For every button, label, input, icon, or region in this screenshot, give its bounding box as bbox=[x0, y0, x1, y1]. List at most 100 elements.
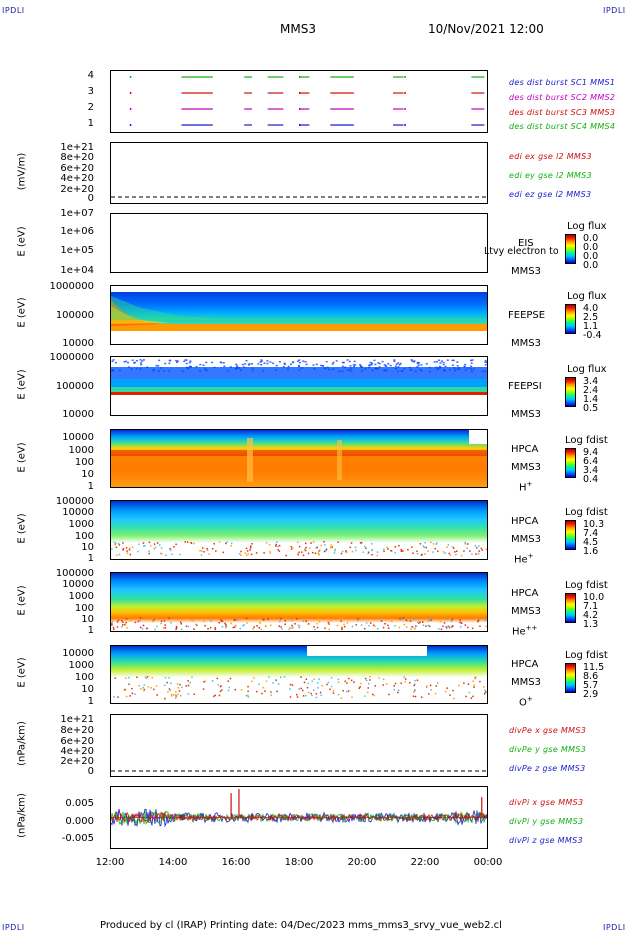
hpca-speckle bbox=[295, 618, 298, 620]
hpca-speckle bbox=[203, 551, 205, 553]
hpca-speckle bbox=[398, 626, 401, 629]
hpca-speckle bbox=[179, 621, 182, 623]
hpca-speckle bbox=[170, 682, 172, 685]
feepsi-speckle bbox=[206, 369, 209, 372]
p7-ytick: 10 bbox=[81, 542, 94, 553]
hpca-speckle bbox=[279, 620, 281, 623]
hpca-speckle bbox=[204, 625, 206, 627]
hpca-speckle bbox=[416, 550, 418, 553]
divpi-panel bbox=[110, 786, 488, 849]
p1-ytick: 2 bbox=[87, 102, 94, 113]
feepsi-speckle bbox=[326, 366, 329, 369]
hpca-speckle bbox=[378, 677, 380, 679]
feepsi-speckle bbox=[463, 365, 466, 368]
xtick-label: 00:00 bbox=[473, 857, 503, 868]
hpca-o-species: O+ bbox=[519, 695, 533, 709]
hpca-speckle bbox=[196, 624, 198, 627]
feepsi-speckle bbox=[139, 368, 142, 370]
hpca-speckle bbox=[290, 545, 292, 548]
feepsi-speckle bbox=[484, 361, 487, 363]
feepsi-speckle bbox=[287, 365, 290, 368]
feepsi-speckle bbox=[368, 366, 371, 369]
hpca-speckle bbox=[126, 550, 128, 552]
hpca-speckle bbox=[303, 549, 306, 551]
hpca-speckle bbox=[446, 618, 449, 621]
hpca-speckle bbox=[121, 619, 123, 622]
hpca-speckle bbox=[247, 694, 249, 697]
hpca-speckle bbox=[185, 685, 188, 687]
feepsi-speckle bbox=[484, 359, 487, 362]
feepsi-speckle bbox=[361, 366, 364, 369]
feepsi-speckle bbox=[302, 360, 305, 362]
hpca-speckle bbox=[122, 624, 124, 626]
hpca-speckle bbox=[244, 552, 247, 554]
hpca-speckle bbox=[468, 691, 471, 694]
legend-divpe-y: divPe y gse MMS3 bbox=[509, 745, 587, 754]
hpca-speckle bbox=[270, 694, 273, 697]
legend-sc4: des dist burst SC4 MMS4 bbox=[509, 122, 616, 131]
hpca-speckle bbox=[278, 544, 281, 547]
xtick-label: 18:00 bbox=[284, 857, 314, 868]
hpca-speckle bbox=[175, 627, 178, 629]
hpca-speckle bbox=[337, 541, 339, 543]
feepsi-speckle bbox=[239, 369, 242, 372]
hpca-speckle bbox=[175, 625, 178, 628]
hpca-speckle bbox=[164, 697, 166, 700]
feepsi-speckle bbox=[395, 363, 398, 365]
p10-ytick: 8e+20 bbox=[60, 725, 94, 736]
hpca-speckle bbox=[478, 550, 480, 552]
hpca-speckle bbox=[291, 619, 293, 622]
feepsi-speckle bbox=[470, 370, 473, 373]
hpca-speckle bbox=[423, 546, 426, 549]
p10-ytick: 4e+20 bbox=[60, 746, 94, 757]
feepsi-speckle bbox=[135, 367, 138, 370]
hpca-speckle bbox=[435, 542, 438, 544]
hpca-speckle bbox=[467, 683, 470, 685]
hpca-speckle bbox=[303, 681, 306, 684]
hpca-speckle bbox=[350, 542, 353, 544]
feepsi-speckle bbox=[452, 359, 455, 362]
hpca-speckle bbox=[346, 690, 348, 693]
hpca-speckle bbox=[464, 543, 467, 545]
feepsi-speckle bbox=[469, 359, 472, 362]
hpca-speckle bbox=[383, 548, 385, 551]
feepsi-speckle bbox=[370, 362, 373, 364]
hpca-speckle bbox=[265, 542, 268, 544]
hpca-speckle bbox=[471, 553, 473, 555]
feepsi-speckle bbox=[393, 360, 396, 363]
hpca-speckle bbox=[144, 676, 147, 678]
hpca-speckle bbox=[139, 617, 142, 619]
hpca-speckle bbox=[442, 551, 445, 553]
legend-sc3: des dist burst SC3 MMS3 bbox=[509, 108, 616, 117]
hpca-speckle bbox=[180, 694, 182, 697]
divpe-panel bbox=[110, 714, 488, 777]
hpca-speckle bbox=[479, 680, 481, 683]
hpca-speckle bbox=[311, 680, 313, 682]
hpca-speckle bbox=[268, 543, 271, 546]
hpca-speckle bbox=[291, 626, 294, 628]
hpca-speckle bbox=[246, 622, 248, 624]
legend-divpe-x: divPe x gse MMS3 bbox=[509, 726, 587, 735]
feepsi-speckle bbox=[304, 360, 307, 363]
hpca-speckle bbox=[473, 684, 475, 686]
feepsi-speckle bbox=[425, 362, 428, 365]
feepsi-speckle bbox=[378, 362, 381, 365]
hpca-speckle bbox=[128, 676, 130, 679]
feepsi-speckle bbox=[260, 360, 263, 363]
hpca-speckle bbox=[199, 549, 201, 552]
feepsi-speckle bbox=[300, 367, 303, 369]
feepsi-speckle bbox=[283, 362, 286, 365]
hpca-speckle bbox=[409, 620, 412, 622]
feepse-blue-band bbox=[111, 292, 487, 328]
hpca-speckle bbox=[176, 683, 179, 685]
hpca-speckle bbox=[427, 550, 429, 552]
hpca-h-species: H+ bbox=[519, 480, 533, 494]
feepsi-speckle bbox=[399, 362, 402, 365]
eis-cb-val: 0.0 bbox=[583, 242, 599, 253]
hpca-speckle bbox=[262, 686, 265, 689]
feepsi-speckle bbox=[260, 363, 263, 366]
hpca-o-panel bbox=[110, 645, 488, 704]
hpca-speckle bbox=[170, 622, 172, 624]
hpca-speckle bbox=[428, 619, 431, 621]
hpca-speckle bbox=[288, 628, 290, 630]
